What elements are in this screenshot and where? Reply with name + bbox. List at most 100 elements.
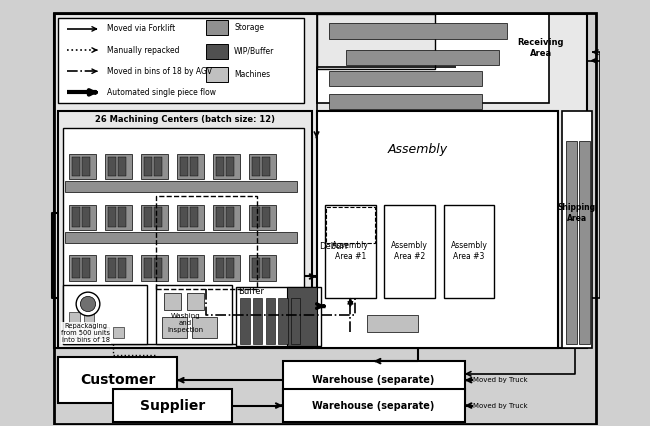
Bar <box>291 298 300 344</box>
Text: Washing
and
Inspection: Washing and Inspection <box>167 313 203 333</box>
Text: Manually repacked: Manually repacked <box>107 46 179 55</box>
Bar <box>213 255 240 281</box>
Bar <box>216 207 224 227</box>
Bar <box>177 255 204 281</box>
Bar <box>325 204 376 298</box>
Bar <box>192 317 217 338</box>
Bar <box>162 317 187 338</box>
Circle shape <box>81 296 96 311</box>
Bar <box>105 204 133 230</box>
Bar <box>346 50 499 65</box>
Bar <box>118 207 126 227</box>
Bar <box>83 207 90 227</box>
Bar <box>72 157 80 176</box>
Bar <box>287 287 317 346</box>
Bar <box>213 204 240 230</box>
Bar <box>113 327 124 338</box>
Bar <box>249 204 276 230</box>
Bar <box>69 327 79 338</box>
Bar <box>330 95 482 109</box>
Bar <box>65 181 298 192</box>
Bar <box>190 258 198 278</box>
Text: Repackaging
from 500 units
into bins of 18: Repackaging from 500 units into bins of … <box>61 323 110 343</box>
Bar <box>190 207 198 227</box>
Circle shape <box>76 292 100 316</box>
Text: Moved via Forklift: Moved via Forklift <box>107 24 176 33</box>
Bar <box>566 141 577 344</box>
Bar <box>562 112 592 348</box>
Bar <box>54 14 588 348</box>
Bar <box>144 207 152 227</box>
Bar <box>177 204 204 230</box>
Bar <box>190 157 198 176</box>
Bar <box>156 196 257 289</box>
Bar <box>155 157 162 176</box>
Bar <box>330 23 507 40</box>
Bar <box>330 71 482 86</box>
Bar <box>187 294 204 311</box>
Bar <box>156 285 232 344</box>
Text: Assembly
Area #3: Assembly Area #3 <box>450 242 488 261</box>
Text: WIP/Buffer: WIP/Buffer <box>234 46 274 55</box>
Text: Buffer: Buffer <box>239 287 265 296</box>
Bar <box>62 128 304 344</box>
Bar <box>253 298 263 344</box>
Bar <box>109 258 116 278</box>
Bar <box>141 204 168 230</box>
Bar <box>579 141 590 344</box>
Bar <box>207 44 228 58</box>
Bar <box>99 327 109 338</box>
Bar <box>216 258 224 278</box>
Bar <box>317 14 435 69</box>
Bar <box>164 294 181 311</box>
Bar <box>226 258 234 278</box>
Text: Shipping
Area: Shipping Area <box>558 203 596 223</box>
Bar <box>69 255 96 281</box>
Bar <box>249 255 276 281</box>
Bar <box>58 112 312 348</box>
Bar <box>283 361 465 399</box>
Bar <box>216 157 224 176</box>
Bar <box>72 258 80 278</box>
Bar <box>144 258 152 278</box>
Bar <box>180 258 188 278</box>
Bar <box>226 207 234 227</box>
Text: Moved in bins of 18 by AGV: Moved in bins of 18 by AGV <box>107 67 212 76</box>
Bar <box>83 258 90 278</box>
Text: Deburr: Deburr <box>318 242 348 251</box>
Bar <box>283 389 465 423</box>
Bar <box>180 157 188 176</box>
Bar <box>226 157 234 176</box>
Bar <box>207 20 228 35</box>
Bar <box>252 258 260 278</box>
Bar <box>109 207 116 227</box>
Bar <box>252 157 260 176</box>
Bar <box>266 298 275 344</box>
Bar <box>144 157 152 176</box>
Bar <box>118 258 126 278</box>
Text: Customer: Customer <box>80 373 155 387</box>
Text: Automated single piece flow: Automated single piece flow <box>107 88 216 97</box>
Text: Machines: Machines <box>234 70 270 79</box>
Text: Warehouse (separate): Warehouse (separate) <box>313 375 435 385</box>
Bar <box>263 258 270 278</box>
Bar <box>252 207 260 227</box>
Bar <box>113 389 232 423</box>
Bar <box>105 154 133 179</box>
Bar <box>65 232 298 243</box>
Text: Assembly: Assembly <box>388 143 448 156</box>
Bar <box>118 157 126 176</box>
Bar <box>263 157 270 176</box>
Bar <box>58 18 304 103</box>
Bar <box>69 204 96 230</box>
Bar <box>141 255 168 281</box>
Bar <box>109 157 116 176</box>
Text: 26 Machining Centers (batch size: 12): 26 Machining Centers (batch size: 12) <box>96 115 276 124</box>
Bar <box>207 67 228 82</box>
Bar <box>177 154 204 179</box>
Bar <box>384 204 435 298</box>
Bar <box>83 157 90 176</box>
Text: Moved by Truck: Moved by Truck <box>473 403 528 409</box>
Bar <box>69 154 96 179</box>
Bar <box>84 312 94 323</box>
